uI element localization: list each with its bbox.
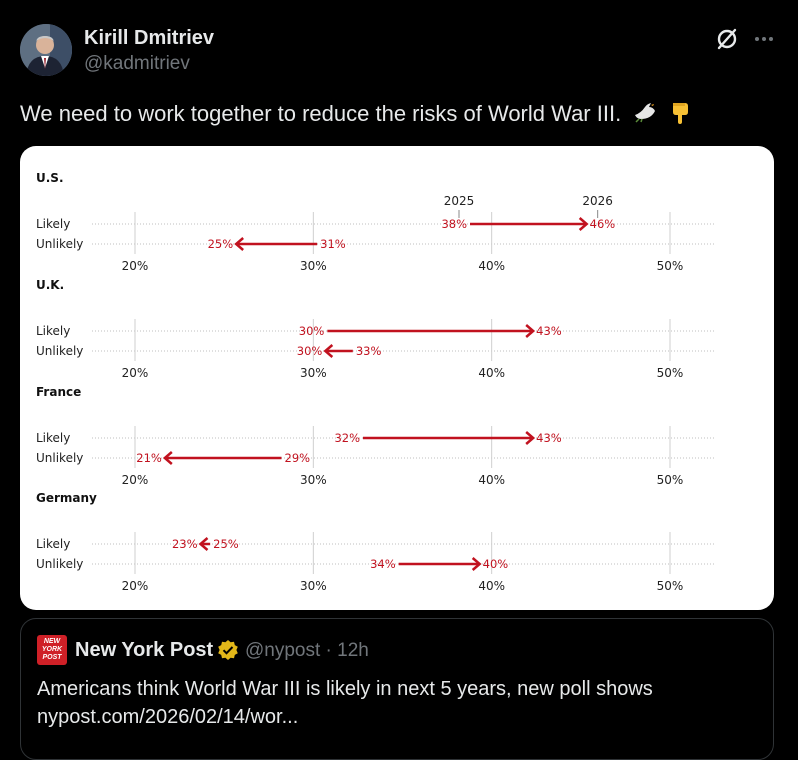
from-value-label: 25% xyxy=(213,537,239,551)
author-handle[interactable]: @kadmitriev xyxy=(84,53,190,74)
x-tick-label: 50% xyxy=(657,473,684,487)
row-label: Unlikely xyxy=(36,237,83,251)
arrow-head xyxy=(162,451,173,465)
from-value-label: 38% xyxy=(441,217,467,231)
arrow-head xyxy=(578,217,589,231)
arrow-head xyxy=(471,557,482,571)
quoted-handle-time[interactable]: @nypost · 12h xyxy=(245,640,369,661)
x-tick-label: 50% xyxy=(657,579,684,593)
x-tick-label: 30% xyxy=(300,259,327,273)
x-tick-label: 40% xyxy=(478,366,505,380)
quoted-text: Americans think World War III is likely … xyxy=(37,675,757,731)
to-value-label: 43% xyxy=(536,431,562,445)
dove-icon xyxy=(633,101,657,129)
avatar-image xyxy=(20,24,72,76)
year-label-from: 2025 xyxy=(444,194,475,208)
row-label: Unlikely xyxy=(36,557,83,571)
from-value-label: 34% xyxy=(370,557,396,571)
x-tick-label: 30% xyxy=(300,473,327,487)
to-value-label: 43% xyxy=(536,324,562,338)
to-value-label: 25% xyxy=(208,237,234,251)
more-icon[interactable] xyxy=(752,24,776,54)
grok-icon[interactable] xyxy=(712,24,742,54)
row-label: Likely xyxy=(36,217,70,231)
chart: 2025 2026 U.S. 20% 30% 40% 50% Likely 38% 46% Unli… xyxy=(36,171,714,593)
chart-image[interactable]: 2025 2026 U.S. 20% 30% 40% 50% Likely 38% 46% Unli… xyxy=(20,146,774,610)
panel-title: Germany xyxy=(36,491,97,505)
arrow-head xyxy=(198,537,209,551)
x-tick-label: 20% xyxy=(122,366,149,380)
point-down-icon xyxy=(669,99,691,131)
avatar[interactable] xyxy=(20,24,72,76)
row-label: Likely xyxy=(36,537,70,551)
from-value-label: 29% xyxy=(285,451,311,465)
from-value-label: 32% xyxy=(334,431,360,445)
tweet-text-row: We need to work together to reduce the r… xyxy=(20,99,691,131)
panel-title: U.K. xyxy=(36,278,64,292)
quoted-link[interactable]: nypost.com/2026/02/14/wor... xyxy=(37,706,299,728)
author-name[interactable]: Kirill Dmitriev xyxy=(84,27,215,49)
year-label-to: 2026 xyxy=(582,194,613,208)
to-value-label: 40% xyxy=(483,557,509,571)
to-value-label: 30% xyxy=(297,344,323,358)
arrow-head xyxy=(234,237,244,251)
x-tick-label: 40% xyxy=(478,473,505,487)
to-value-label: 23% xyxy=(172,537,198,551)
panel-title: U.S. xyxy=(36,171,64,185)
x-tick-label: 30% xyxy=(300,366,327,380)
x-tick-label: 30% xyxy=(300,579,327,593)
from-value-label: 30% xyxy=(299,324,325,338)
row-label: Likely xyxy=(36,324,70,338)
row-label: Unlikely xyxy=(36,344,83,358)
arrow-head xyxy=(323,344,334,358)
to-value-label: 46% xyxy=(590,217,616,231)
new-york-post-logo: NEW YORK POST xyxy=(37,635,67,665)
x-tick-label: 50% xyxy=(657,366,684,380)
arrow-head xyxy=(525,431,536,445)
quoted-author-name[interactable]: New York Post xyxy=(75,639,214,661)
quoted-tweet[interactable]: NEW YORK POST New York Post @nypost · 12h … xyxy=(20,618,774,760)
verified-badge-icon xyxy=(217,639,239,661)
from-value-label: 31% xyxy=(320,237,346,251)
arrow-head xyxy=(525,324,536,338)
quoted-text-line: Americans think World War III is likely … xyxy=(37,678,653,700)
x-tick-label: 40% xyxy=(478,579,505,593)
row-label: Unlikely xyxy=(36,451,83,465)
tweet-text: We need to work together to reduce the r… xyxy=(20,100,622,126)
x-tick-label: 20% xyxy=(122,473,149,487)
x-tick-label: 50% xyxy=(657,259,684,273)
from-value-label: 33% xyxy=(356,344,382,358)
x-tick-label: 40% xyxy=(478,259,505,273)
panel-title: France xyxy=(36,385,81,399)
to-value-label: 21% xyxy=(136,451,162,465)
x-tick-label: 20% xyxy=(122,259,149,273)
row-label: Likely xyxy=(36,431,70,445)
x-tick-label: 20% xyxy=(122,579,149,593)
